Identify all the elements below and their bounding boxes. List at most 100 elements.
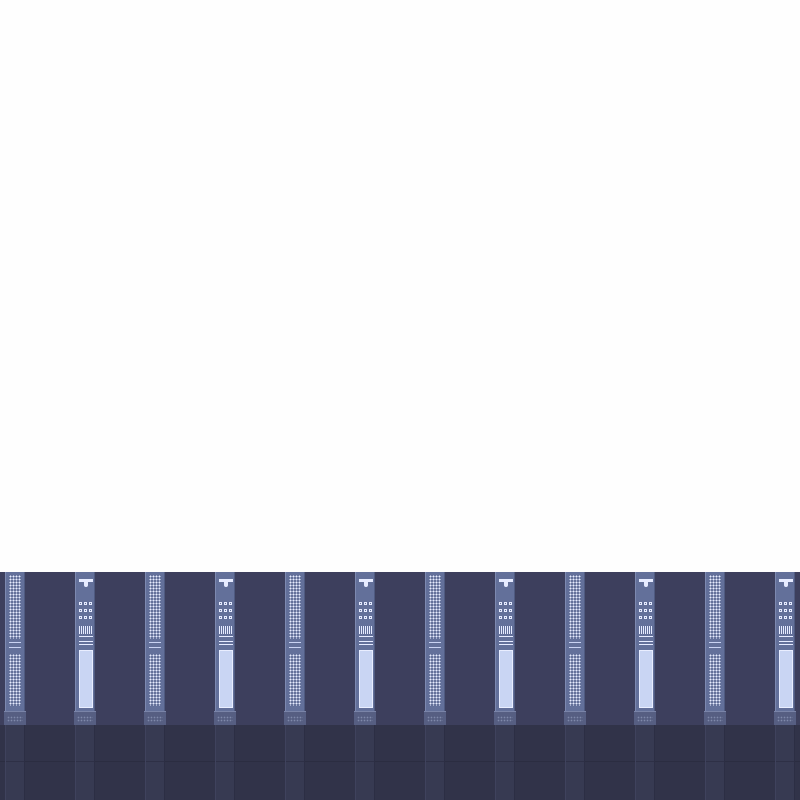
pillar-reflection [425,725,445,800]
panel-button-icon [224,609,227,612]
locker-window [219,650,233,708]
panel-band [219,644,233,645]
panel-button-icon [229,609,232,612]
panel-button-icon [84,609,87,612]
pillar-base [284,711,306,725]
panel-band [639,636,653,637]
panel-button-icon [639,602,642,605]
pillar-reflection [145,725,165,800]
panel-button-icon [219,609,222,612]
panel-button-icon [784,602,787,605]
panel-band [219,641,233,642]
panel-button-icon [784,609,787,612]
panel-button-icon [789,602,792,605]
pillar-reflection [635,725,655,800]
vent-divider [149,647,161,648]
pillar-reflection [215,725,235,800]
vent-pillar [144,572,166,725]
locker-window [359,650,373,708]
pillar-base [634,711,656,725]
panel-button-icon [229,616,232,619]
vent-grille-lower [569,654,581,706]
vent-grille-upper [149,575,161,639]
pillar-body [75,572,95,717]
back-wall [0,572,800,725]
panel-button-icon [219,616,222,619]
panel-button-icon [219,602,222,605]
lamp-stem-icon [504,581,508,587]
locker-pillar [774,572,796,725]
panel-button-icon [499,609,502,612]
panel-button-icon [649,602,652,605]
vent-grille-upper [569,575,581,639]
panel-button-icon [779,616,782,619]
lamp-cap-icon [219,579,233,582]
pillar-body [355,572,375,717]
pillar-reflection [5,725,25,800]
pillar-body [775,572,795,717]
panel-button-icon [649,609,652,612]
panel-band [79,644,93,645]
pillar-body [635,572,655,717]
vent-grille-lower [149,654,161,706]
panel-band [79,641,93,642]
vent-divider [569,642,581,643]
panel-button-icon [644,609,647,612]
panel-grille [499,626,513,634]
panel-band [639,644,653,645]
panel-button-icon [509,609,512,612]
floor-seam [0,761,800,762]
locker-pillar [634,572,656,725]
locker-window [779,650,793,708]
panel-button-icon [369,609,372,612]
panel-button-icon [499,602,502,605]
pillar-reflection [565,725,585,800]
pillar-base [214,711,236,725]
panel-button-icon [499,616,502,619]
vent-pillar [4,572,26,725]
locker-pillar [354,572,376,725]
pillar-body [495,572,515,717]
panel-button-icon [359,609,362,612]
floor [0,725,800,800]
pillar-base [494,711,516,725]
panel-button-icon [79,602,82,605]
vent-grille-upper [709,575,721,639]
panel-button-icon [504,609,507,612]
panel-band [499,636,513,637]
panel-button-icon [89,616,92,619]
pillar-base [774,711,796,725]
lamp-stem-icon [84,581,88,587]
pillar-body [145,572,165,717]
vent-divider [709,647,721,648]
vent-pillar [704,572,726,725]
panel-button-icon [789,609,792,612]
panel-band [79,636,93,637]
panel-button-icon [504,616,507,619]
vent-divider [9,642,21,643]
panel-button-icon [224,602,227,605]
panel-button-icon [89,602,92,605]
vent-divider [569,647,581,648]
locker-pillar [494,572,516,725]
vent-grille-lower [709,654,721,706]
vent-divider [289,647,301,648]
vent-grille-lower [9,654,21,706]
panel-grille [219,626,233,634]
vent-divider [149,642,161,643]
panel-band [779,644,793,645]
panel-button-icon [359,616,362,619]
panel-grille [79,626,93,634]
locker-window [499,650,513,708]
lamp-stem-icon [644,581,648,587]
panel-button-icon [229,602,232,605]
locker-pillar [74,572,96,725]
lamp-stem-icon [364,581,368,587]
vent-pillar [424,572,446,725]
vent-divider [429,647,441,648]
pillar-body [285,572,305,717]
vent-divider [289,642,301,643]
pillar-reflection [495,725,515,800]
panel-button-icon [224,616,227,619]
